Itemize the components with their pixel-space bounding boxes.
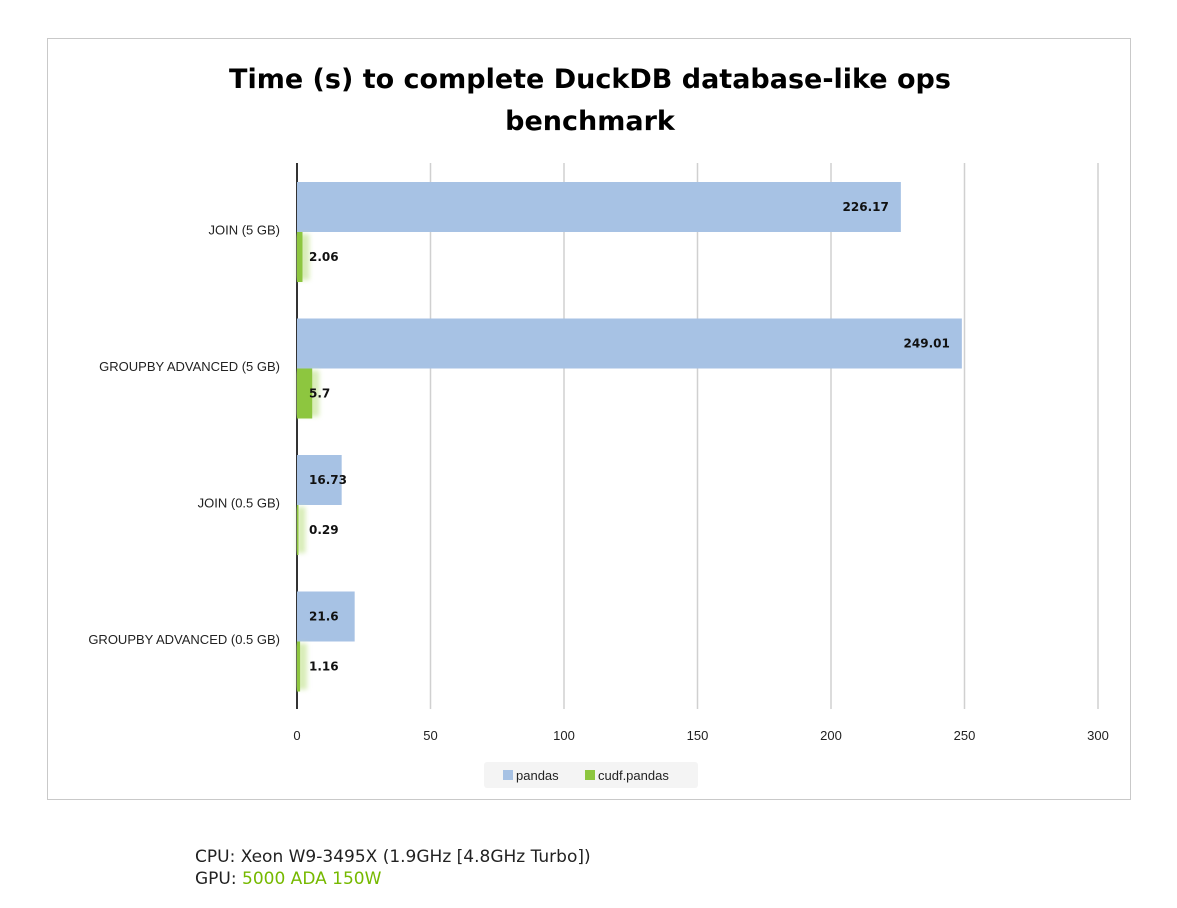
data-label-pandas: 249.01 <box>904 337 950 351</box>
bar-pandas <box>297 591 355 642</box>
bar-pandas <box>297 455 342 505</box>
x-tick-label: 100 <box>553 728 575 743</box>
x-tick-label: 200 <box>820 728 842 743</box>
legend-label-cudf-pandas: cudf.pandas <box>598 768 669 783</box>
bar-pandas <box>297 318 962 369</box>
chart-title: Time (s) to complete DuckDB database-lik… <box>48 59 1132 143</box>
cpu-value: Xeon W9-3495X (1.9GHz [4.8GHz Turbo]) <box>240 847 591 867</box>
data-label-cudf-pandas: 1.16 <box>309 660 339 674</box>
x-tick-label: 150 <box>687 728 709 743</box>
bar-cudf-pandas <box>297 368 313 419</box>
chart-frame: Time (s) to complete DuckDB database-lik… <box>47 38 1131 800</box>
hardware-footer: CPU: Xeon W9-3495X (1.9GHz [4.8GHz Turbo… <box>195 846 591 890</box>
legend-swatch-pandas <box>503 770 513 780</box>
bar-chart: 0 50 100 150 200 250 300 JOIN (5 GB) 226.17 2.06 G… <box>88 163 1109 788</box>
chart-title-line-2: benchmark <box>505 106 675 137</box>
bar-cudf-pandas <box>297 232 303 282</box>
gpu-line: GPU: 5000 ADA 150W <box>195 868 591 890</box>
data-label-cudf-pandas: 0.29 <box>309 523 339 537</box>
category-label: JOIN (0.5 GB) <box>198 495 280 510</box>
data-label-pandas: 21.6 <box>309 610 339 624</box>
bar-pandas <box>297 182 901 232</box>
category-label: GROUPBY ADVANCED (5 GB) <box>99 359 280 374</box>
chart-title-line-1: Time (s) to complete DuckDB database-lik… <box>229 64 951 95</box>
legend-label-pandas: pandas <box>516 768 559 783</box>
bar-cudf-pandas <box>297 641 301 692</box>
bar-cudf-glow <box>297 643 308 690</box>
data-label-pandas: 226.17 <box>843 200 889 214</box>
legend-swatch-cudf-pandas <box>585 770 595 780</box>
category-label: JOIN (5 GB) <box>208 222 280 237</box>
data-label-pandas: 16.73 <box>309 473 347 487</box>
data-label-cudf-pandas: 5.7 <box>309 387 330 401</box>
gpu-value: 5000 ADA 150W <box>242 869 382 889</box>
data-label-cudf-pandas: 2.06 <box>309 250 339 264</box>
x-tick-label: 0 <box>293 728 300 743</box>
bar-cudf-pandas <box>297 505 299 555</box>
bar-cudf-glow <box>297 507 306 553</box>
cpu-line: CPU: Xeon W9-3495X (1.9GHz [4.8GHz Turbo… <box>195 846 591 868</box>
cpu-label: CPU: <box>195 847 236 867</box>
gpu-label: GPU: <box>195 869 237 889</box>
category-label: GROUPBY ADVANCED (0.5 GB) <box>88 632 280 647</box>
x-tick-label: 50 <box>423 728 437 743</box>
x-tick-label: 300 <box>1087 728 1109 743</box>
x-tick-label: 250 <box>954 728 976 743</box>
